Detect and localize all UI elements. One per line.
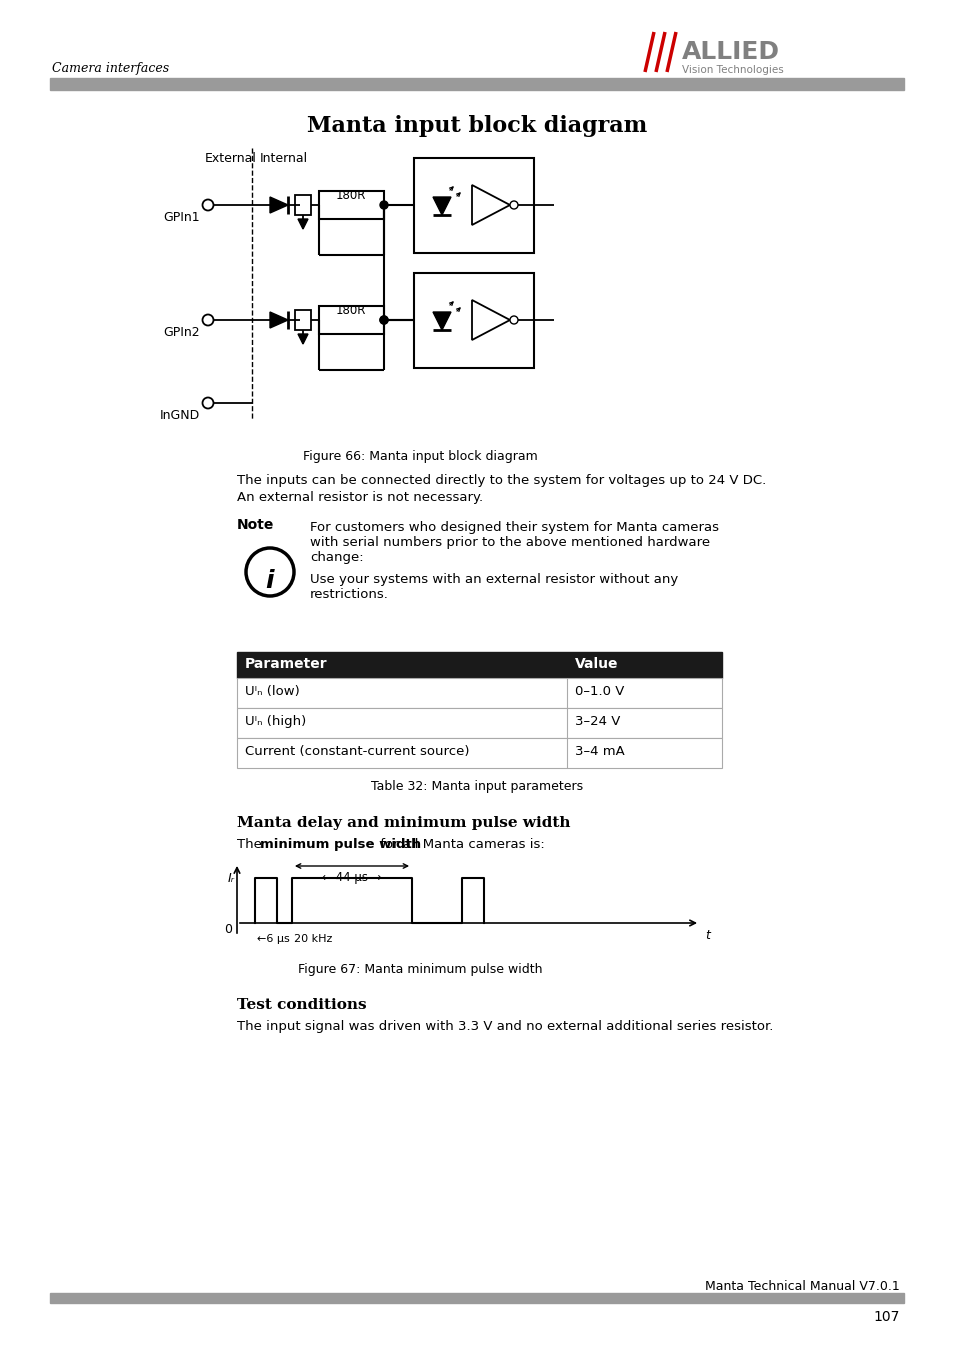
Text: Uᴵₙ (low): Uᴵₙ (low) xyxy=(245,684,299,698)
Text: Current (constant-current source): Current (constant-current source) xyxy=(245,745,469,757)
Polygon shape xyxy=(297,333,308,344)
Polygon shape xyxy=(433,197,451,215)
Text: Figure 67: Manta minimum pulse width: Figure 67: Manta minimum pulse width xyxy=(297,963,541,976)
Text: Internal: Internal xyxy=(260,153,308,165)
Text: t: t xyxy=(704,929,709,942)
Text: 107: 107 xyxy=(873,1310,899,1324)
Text: GPIn1: GPIn1 xyxy=(163,211,200,224)
Circle shape xyxy=(510,316,517,324)
Bar xyxy=(294,310,311,329)
Bar xyxy=(236,738,721,768)
Circle shape xyxy=(202,397,213,409)
Bar xyxy=(318,190,384,219)
Text: Value: Value xyxy=(575,657,618,671)
Circle shape xyxy=(379,316,388,324)
Text: minimum pulse width: minimum pulse width xyxy=(260,838,420,850)
Text: ALLIED: ALLIED xyxy=(681,40,780,63)
Text: 0–1.0 V: 0–1.0 V xyxy=(575,684,623,698)
Text: Table 32: Manta input parameters: Table 32: Manta input parameters xyxy=(371,780,582,792)
Polygon shape xyxy=(297,219,308,230)
Text: 180R: 180R xyxy=(335,189,366,202)
Text: 0: 0 xyxy=(224,923,232,936)
Polygon shape xyxy=(472,300,510,340)
Text: ←6 µs: ←6 µs xyxy=(256,934,290,944)
Circle shape xyxy=(510,201,517,209)
Bar xyxy=(50,78,903,90)
Text: Parameter: Parameter xyxy=(245,657,327,671)
Text: Vision Technologies: Vision Technologies xyxy=(681,65,783,76)
Circle shape xyxy=(379,201,388,209)
Text: The input signal was driven with 3.3 V and no external additional series resisto: The input signal was driven with 3.3 V a… xyxy=(236,1021,773,1033)
Text: For customers who designed their system for Manta cameras
with serial numbers pr: For customers who designed their system … xyxy=(310,521,719,564)
Text: Camera interfaces: Camera interfaces xyxy=(52,62,169,76)
Text: Manta Technical Manual V7.0.1: Manta Technical Manual V7.0.1 xyxy=(704,1280,899,1293)
Text: 20 kHz: 20 kHz xyxy=(294,934,332,944)
Text: Uᴵₙ (high): Uᴵₙ (high) xyxy=(245,716,306,728)
Text: GPIn2: GPIn2 xyxy=(163,325,200,339)
Text: The inputs can be connected directly to the system for voltages up to 24 V DC.: The inputs can be connected directly to … xyxy=(236,474,765,487)
Bar xyxy=(236,707,721,738)
Text: for all Manta cameras is:: for all Manta cameras is: xyxy=(375,838,544,850)
Text: An external resistor is not necessary.: An external resistor is not necessary. xyxy=(236,491,482,504)
Text: Use your systems with an external resistor without any
restrictions.: Use your systems with an external resist… xyxy=(310,572,678,601)
Polygon shape xyxy=(270,312,288,328)
Text: Note: Note xyxy=(236,518,274,532)
Text: ← 44 µs →: ← 44 µs → xyxy=(322,871,381,884)
Text: Manta delay and minimum pulse width: Manta delay and minimum pulse width xyxy=(236,815,570,830)
Polygon shape xyxy=(270,197,288,213)
Text: Figure 66: Manta input block diagram: Figure 66: Manta input block diagram xyxy=(302,450,537,463)
Text: Iᵣ: Iᵣ xyxy=(228,872,234,886)
Bar xyxy=(236,652,721,678)
Bar xyxy=(414,273,534,369)
Bar xyxy=(318,306,384,333)
Circle shape xyxy=(379,316,388,324)
Text: InGND: InGND xyxy=(159,409,200,423)
Bar xyxy=(294,194,311,215)
Text: The: The xyxy=(236,838,266,850)
Text: Manta input block diagram: Manta input block diagram xyxy=(307,115,646,136)
Bar xyxy=(50,1293,903,1303)
Bar xyxy=(414,158,534,252)
Text: 3–4 mA: 3–4 mA xyxy=(575,745,624,757)
Text: 3–24 V: 3–24 V xyxy=(575,716,619,728)
Text: Test conditions: Test conditions xyxy=(236,998,366,1012)
Polygon shape xyxy=(472,185,510,225)
Bar xyxy=(236,678,721,707)
Text: External: External xyxy=(205,153,256,165)
Polygon shape xyxy=(433,312,451,329)
Text: 180R: 180R xyxy=(335,304,366,317)
Text: i: i xyxy=(265,568,274,593)
Circle shape xyxy=(246,548,294,595)
Circle shape xyxy=(202,200,213,211)
Circle shape xyxy=(202,315,213,325)
